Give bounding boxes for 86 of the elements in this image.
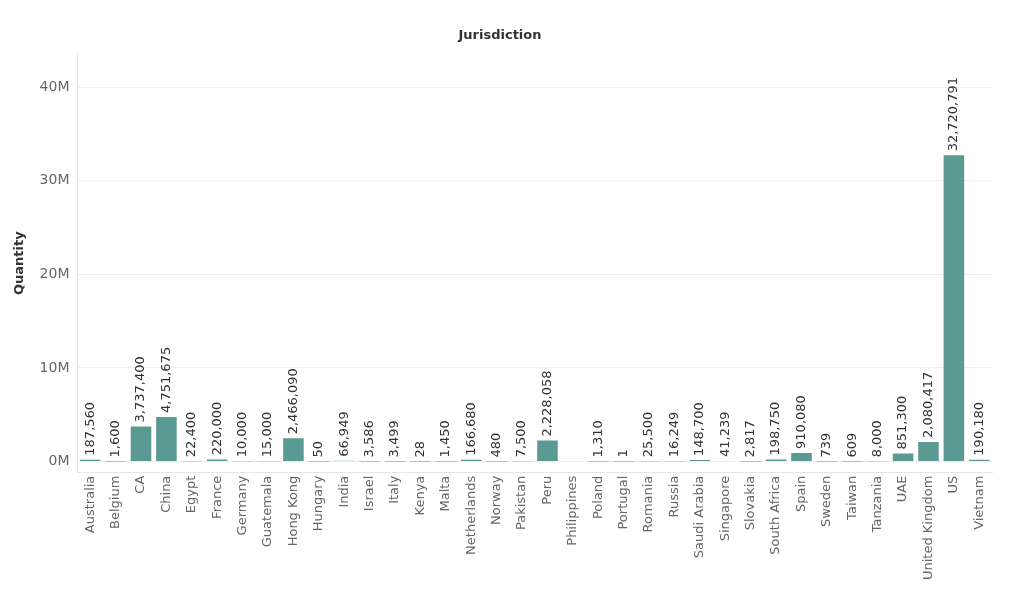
data-label: 50 — [310, 440, 326, 458]
x-tick-label: Philippines — [564, 475, 580, 546]
y-tick-label: 10M — [39, 358, 70, 375]
y-tick-label: 20M — [39, 264, 70, 281]
y-axis-title: Quantity — [11, 230, 27, 295]
data-label: 28 — [411, 440, 427, 458]
x-tick-label: UAE — [894, 475, 910, 503]
bar — [791, 452, 812, 461]
data-label: 166,680 — [462, 402, 478, 456]
data-label: 25,500 — [640, 411, 656, 458]
data-label: 609 — [843, 432, 859, 458]
x-tick-label: United Kingdom — [919, 475, 935, 580]
data-label: 3,499 — [386, 420, 402, 458]
x-tick-label: Tanzania — [869, 475, 885, 534]
data-label: 4,751,675 — [157, 346, 173, 413]
x-tick-label: Hong Kong — [284, 475, 300, 547]
data-label: 2,466,090 — [284, 368, 300, 435]
data-label: 1,450 — [437, 420, 453, 458]
data-label: 1,310 — [589, 420, 605, 458]
x-tick-label: Poland — [589, 475, 605, 520]
x-tick-label: US — [945, 475, 961, 494]
data-label: 2,817 — [742, 420, 758, 458]
x-tick-label: South Africa — [767, 475, 783, 555]
x-tick-label: Singapore — [716, 475, 732, 542]
x-tick-label: Sweden — [818, 475, 834, 528]
y-tick-label: 0M — [48, 452, 70, 469]
data-label: 7,500 — [513, 420, 529, 458]
data-label: 480 — [488, 432, 504, 458]
data-label: 3,737,400 — [132, 356, 148, 423]
data-label: 148,700 — [691, 402, 707, 457]
data-label: 3,586 — [361, 420, 376, 458]
y-tick-label: 40M — [39, 77, 70, 94]
data-label: 66,949 — [335, 411, 351, 457]
x-tick-label: Slovakia — [742, 475, 758, 531]
x-tick-label: Vietnam — [970, 475, 986, 530]
data-label: 15,000 — [259, 411, 275, 458]
x-tick-label: Saudi Arabia — [691, 475, 707, 559]
data-label: 10,000 — [233, 411, 249, 458]
bar — [943, 155, 965, 461]
data-label: 910,080 — [792, 395, 808, 449]
x-tick-label: Italy — [386, 475, 402, 504]
data-label: 739 — [818, 432, 834, 458]
data-label: 198,750 — [767, 401, 783, 456]
data-label: 190,180 — [970, 401, 986, 456]
data-label: 41,239 — [716, 411, 732, 458]
data-label: 2,080,417 — [919, 371, 935, 438]
x-tick-label: CA — [132, 475, 148, 494]
data-label: 16,249 — [665, 411, 681, 458]
data-label: 22,400 — [183, 411, 199, 458]
data-label: 220,000 — [208, 401, 224, 456]
x-tick-label: Israel — [361, 475, 376, 512]
x-tick-label: China — [157, 475, 173, 513]
bar — [156, 416, 177, 461]
x-tick-label: Peru — [538, 475, 554, 505]
x-axis-title: Jurisdiction — [457, 27, 542, 43]
x-tick-label: Malta — [437, 475, 453, 512]
x-tick-label: Norway — [488, 475, 504, 525]
x-tick-label: Netherlands — [462, 475, 478, 555]
x-tick-label: Pakistan — [513, 475, 529, 531]
x-tick-label: Romania — [640, 475, 656, 533]
x-tick-label: Belgium — [106, 475, 122, 529]
x-tick-label: Hungary — [310, 475, 326, 532]
x-tick-label: Kenya — [411, 475, 427, 516]
x-tick-label: Egypt — [183, 475, 199, 514]
bar — [537, 440, 558, 461]
data-label: 32,720,791 — [945, 76, 961, 152]
bar — [283, 438, 304, 461]
bar — [130, 426, 152, 461]
data-label: 187,560 — [81, 401, 97, 456]
x-tick-label: Guatemala — [259, 475, 275, 548]
x-tick-label: Taiwan — [843, 475, 859, 521]
data-label: 2,228,058 — [538, 370, 554, 437]
bar — [892, 453, 914, 461]
data-label: 8,000 — [869, 420, 885, 458]
x-tick-label: Australia — [81, 475, 97, 534]
data-label: 851,300 — [894, 395, 910, 450]
x-tick-label: Spain — [792, 475, 808, 512]
y-tick-label: 30M — [39, 171, 70, 188]
data-label: 1,600 — [106, 420, 122, 458]
x-tick-label: Portugal — [615, 475, 631, 530]
x-tick-label: Russia — [665, 475, 681, 518]
bar — [918, 441, 939, 461]
x-tick-label: Germany — [233, 475, 249, 536]
x-tick-label: India — [335, 475, 351, 508]
data-label: 1 — [615, 449, 631, 458]
x-tick-label: France — [208, 475, 224, 519]
